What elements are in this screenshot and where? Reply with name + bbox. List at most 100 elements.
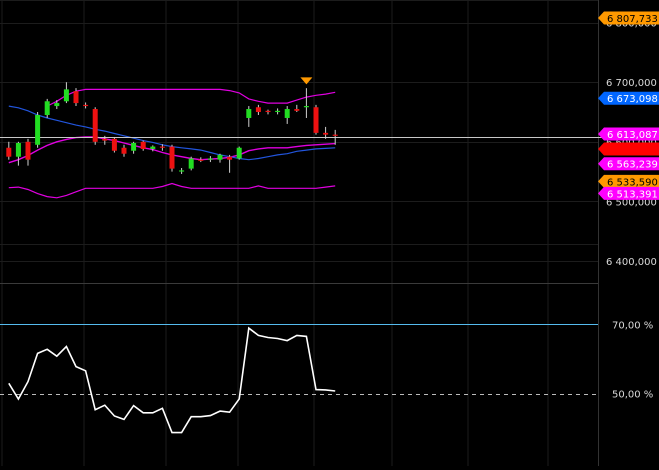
- candle: [198, 157, 204, 163]
- candle: [140, 140, 146, 151]
- oscillator-tick-label: 70,00 %: [612, 320, 653, 331]
- price-tag-label: 6 563,239: [607, 160, 658, 171]
- candle-body: [102, 138, 108, 141]
- candle: [169, 144, 175, 172]
- candle: [83, 102, 89, 109]
- candle: [54, 100, 60, 110]
- candle-body: [111, 138, 117, 151]
- candle-body: [15, 142, 21, 157]
- candle-body: [63, 89, 69, 102]
- candle: [111, 137, 117, 153]
- grid: [0, 0, 599, 466]
- candle-body: [25, 141, 31, 160]
- candle-body: [284, 109, 290, 118]
- price-tag: 6 533,590: [598, 174, 659, 188]
- price-tag: 6 563,239: [598, 157, 659, 171]
- candle-body: [323, 132, 329, 135]
- candle: [121, 144, 127, 157]
- signal-marker-icon: [300, 77, 313, 85]
- price-tag: 6 513,391: [598, 186, 659, 200]
- price-tag: [598, 142, 659, 156]
- price-tag-badge: [598, 157, 659, 171]
- price-tag-badge: [598, 142, 659, 156]
- candle: [25, 138, 31, 166]
- candle-body: [159, 146, 165, 148]
- candle-body: [227, 156, 233, 160]
- candle: [102, 135, 108, 145]
- candle-body: [169, 146, 175, 169]
- candle: [275, 108, 281, 115]
- candle-body: [6, 147, 12, 157]
- price-tag-label: 6 613,087: [607, 130, 658, 141]
- candle-body: [83, 104, 89, 107]
- candle-body: [35, 114, 41, 145]
- price-tag-label: 6 533,590: [607, 177, 658, 188]
- candle-body: [73, 91, 79, 104]
- candle: [246, 106, 252, 127]
- candle: [44, 98, 50, 118]
- candle: [188, 156, 194, 171]
- candle-body: [198, 159, 204, 161]
- candle: [131, 141, 137, 154]
- candle: [236, 146, 242, 160]
- candle-body: [275, 110, 281, 113]
- price-tag-badge: [598, 11, 659, 25]
- candle-body: [265, 110, 271, 113]
- candle-body: [207, 158, 213, 160]
- price-tick-label: 6 400,000: [606, 257, 657, 268]
- lower-band-line: [8, 182, 336, 199]
- price-tick-label: 6 500,000: [606, 197, 657, 208]
- candle-body: [131, 142, 137, 151]
- candle-body: [313, 107, 319, 133]
- candle: [6, 141, 12, 160]
- candle: [294, 104, 300, 113]
- candle-body: [54, 103, 60, 107]
- price-tag-badge: [598, 174, 659, 188]
- candle: [217, 153, 223, 163]
- upper-band-line: [46, 88, 336, 107]
- candle: [207, 156, 213, 163]
- price-tag-label: 6 807,733: [607, 14, 658, 25]
- candle: [284, 106, 290, 124]
- candle: [63, 82, 69, 104]
- price-tag-label: 6 513,391: [607, 189, 658, 200]
- candle: [73, 88, 79, 107]
- candle-body: [332, 134, 338, 136]
- price-tag: 6 673,098: [598, 91, 659, 105]
- candle: [323, 126, 329, 139]
- candle: [332, 129, 338, 145]
- candle-body: [255, 107, 261, 113]
- price-tag-label: 6 673,098: [607, 94, 658, 105]
- price-tag-badge: [598, 186, 659, 200]
- candle: [255, 104, 261, 115]
- candle-body: [217, 154, 223, 160]
- price-tag: 6 613,087: [598, 127, 659, 141]
- candle: [179, 168, 185, 174]
- candle: [227, 154, 233, 173]
- price-tag-badge: [598, 127, 659, 141]
- candle-body: [121, 147, 127, 154]
- candle-body: [179, 170, 185, 172]
- oscillator-panel[interactable]: 70,00 % 50,00 %: [0, 320, 653, 434]
- candle-body: [44, 101, 50, 115]
- candle: [159, 144, 165, 151]
- candle-body: [188, 158, 194, 169]
- candle: [303, 88, 309, 118]
- candle: [92, 107, 98, 145]
- candle-body: [150, 146, 156, 149]
- candle: [150, 145, 156, 152]
- candle-body: [140, 141, 146, 149]
- candle-body: [303, 106, 309, 108]
- price-tick-label: 6 700,000: [606, 78, 657, 89]
- candle: [313, 104, 319, 135]
- candle: [15, 141, 21, 166]
- price-tag-badge: [598, 91, 659, 105]
- candle-body: [246, 109, 252, 118]
- oscillator-tick-label: 50,00 %: [612, 390, 653, 401]
- price-tag: 6 807,733: [598, 11, 659, 25]
- candle-body: [294, 109, 300, 111]
- oscillator-line: [8, 326, 336, 434]
